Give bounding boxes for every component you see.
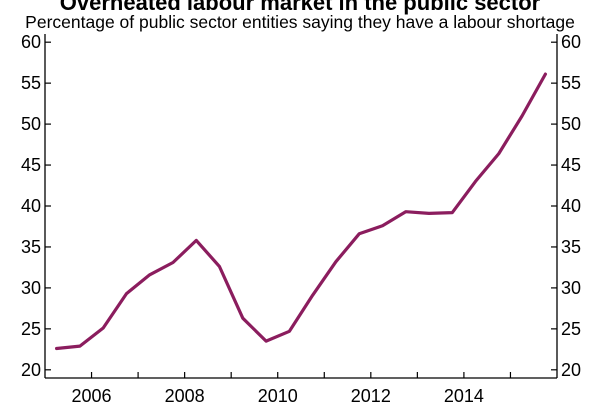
x-axis: 2006 2008 2010 2012 2014 [72,372,512,406]
right-y-tick-label: 30 [561,278,581,298]
left-y-tick-label: 20 [21,360,41,380]
series-group [54,72,548,351]
chart-title: Overheated labour market in the public s… [60,0,541,15]
right-y-tick-label: 35 [561,237,581,257]
x-tick-label: 2012 [351,386,391,406]
right-y-tick-label: 45 [561,155,581,175]
left-y-axis: 20 25 30 35 40 45 50 55 60 [21,32,51,380]
left-y-tick-label: 50 [21,114,41,134]
x-tick-label: 2014 [444,386,484,406]
x-tick-label: 2006 [72,386,112,406]
left-y-tick-label: 55 [21,73,41,93]
right-y-tick-label: 20 [561,360,581,380]
x-tick-label: 2010 [258,386,298,406]
left-y-tick-label: 25 [21,319,41,339]
right-y-tick-label: 40 [561,196,581,216]
right-y-tick-label: 50 [561,114,581,134]
plot-axes [44,34,558,379]
left-y-tick-label: 30 [21,278,41,298]
right-y-axis: 20 25 30 35 40 45 50 55 60 [551,32,581,380]
left-y-tick-label: 35 [21,237,41,257]
right-y-tick-label: 60 [561,32,581,52]
right-y-tick-label: 25 [561,319,581,339]
left-y-tick-label: 45 [21,155,41,175]
x-tick-label: 2008 [165,386,205,406]
right-y-tick-label: 55 [561,73,581,93]
chart-subtitle: Percentage of public sector entities say… [25,12,575,32]
series-line [54,72,548,351]
left-y-tick-label: 40 [21,196,41,216]
left-y-tick-label: 60 [21,32,41,52]
